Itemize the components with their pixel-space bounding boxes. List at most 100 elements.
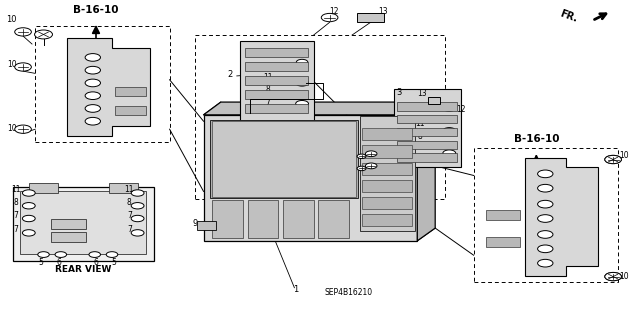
Text: SEP4B16210: SEP4B16210 [324,288,373,297]
Text: B-16-10: B-16-10 [513,134,559,144]
Text: 8: 8 [13,198,19,207]
Circle shape [15,125,31,133]
Circle shape [85,92,100,100]
Text: 12: 12 [330,7,339,16]
Circle shape [605,272,621,281]
Circle shape [296,100,308,107]
Text: 11: 11 [415,119,424,128]
Bar [210,120,358,198]
Text: 3: 3 [396,88,401,97]
Text: 10: 10 [6,60,17,69]
Bar [51,219,86,229]
Text: 7: 7 [127,211,132,220]
Bar [362,214,412,226]
Polygon shape [525,158,598,276]
Bar [397,115,457,123]
Bar [245,62,308,71]
Bar [195,35,445,199]
Bar [394,89,461,167]
Circle shape [15,28,31,36]
Circle shape [55,252,67,257]
Text: 9: 9 [193,219,198,228]
Text: 6: 6 [93,258,99,267]
Circle shape [605,155,621,164]
Bar [240,41,314,121]
Circle shape [85,54,100,61]
Text: 10: 10 [6,15,17,24]
Bar [29,183,58,193]
Circle shape [321,13,338,22]
Text: 10: 10 [619,272,629,281]
Bar [115,87,146,96]
Polygon shape [204,102,435,115]
Circle shape [22,230,35,236]
Text: 7: 7 [265,98,270,107]
Circle shape [89,252,100,257]
Text: 7: 7 [127,225,132,234]
Text: 8: 8 [417,132,422,141]
Circle shape [85,66,100,74]
Circle shape [443,128,456,134]
Bar [318,200,349,238]
Text: 11: 11 [125,185,134,194]
Bar [212,121,356,197]
Bar [197,221,216,230]
Circle shape [22,190,35,196]
Bar [397,128,457,136]
Text: 10: 10 [6,124,17,133]
Text: 7: 7 [13,225,19,234]
Bar [245,90,308,99]
Circle shape [538,200,553,208]
Bar [357,13,384,22]
Bar [20,191,146,254]
Bar [362,145,412,158]
Text: 5: 5 [111,258,116,267]
Text: 5: 5 [38,258,43,267]
Text: FR.: FR. [559,8,579,24]
Circle shape [296,59,308,65]
Text: 13: 13 [378,7,388,16]
Text: 11: 11 [263,73,272,82]
Bar [428,97,440,104]
Circle shape [35,30,52,39]
Bar [362,197,412,209]
Text: 2: 2 [228,70,233,78]
Circle shape [131,190,144,196]
Bar [115,106,146,115]
Text: B-16-10: B-16-10 [73,5,119,15]
Bar [51,232,86,242]
Text: 8: 8 [265,85,270,94]
Bar [109,183,138,193]
Circle shape [371,15,380,20]
Polygon shape [417,102,435,241]
Text: 5: 5 [360,151,365,160]
Circle shape [365,163,377,169]
Circle shape [131,230,144,236]
Circle shape [365,151,377,157]
Circle shape [357,154,366,159]
Circle shape [15,63,31,71]
Bar [245,104,308,113]
Circle shape [538,259,553,267]
Text: 13: 13 [417,89,428,98]
Circle shape [444,106,455,111]
Bar [212,200,243,238]
Circle shape [443,150,456,156]
Text: REAR VIEW: REAR VIEW [55,265,111,274]
Bar [248,200,278,238]
Circle shape [362,15,371,20]
Circle shape [22,215,35,222]
Circle shape [85,79,100,87]
Bar [474,148,618,282]
Circle shape [38,252,49,257]
Polygon shape [67,38,150,136]
Circle shape [85,117,100,125]
Bar [245,76,308,85]
Text: 8: 8 [127,198,132,207]
Circle shape [357,166,366,171]
Text: 7: 7 [13,211,19,220]
Bar [486,237,520,247]
Bar [35,26,170,142]
Bar [245,48,308,57]
Circle shape [22,203,35,209]
